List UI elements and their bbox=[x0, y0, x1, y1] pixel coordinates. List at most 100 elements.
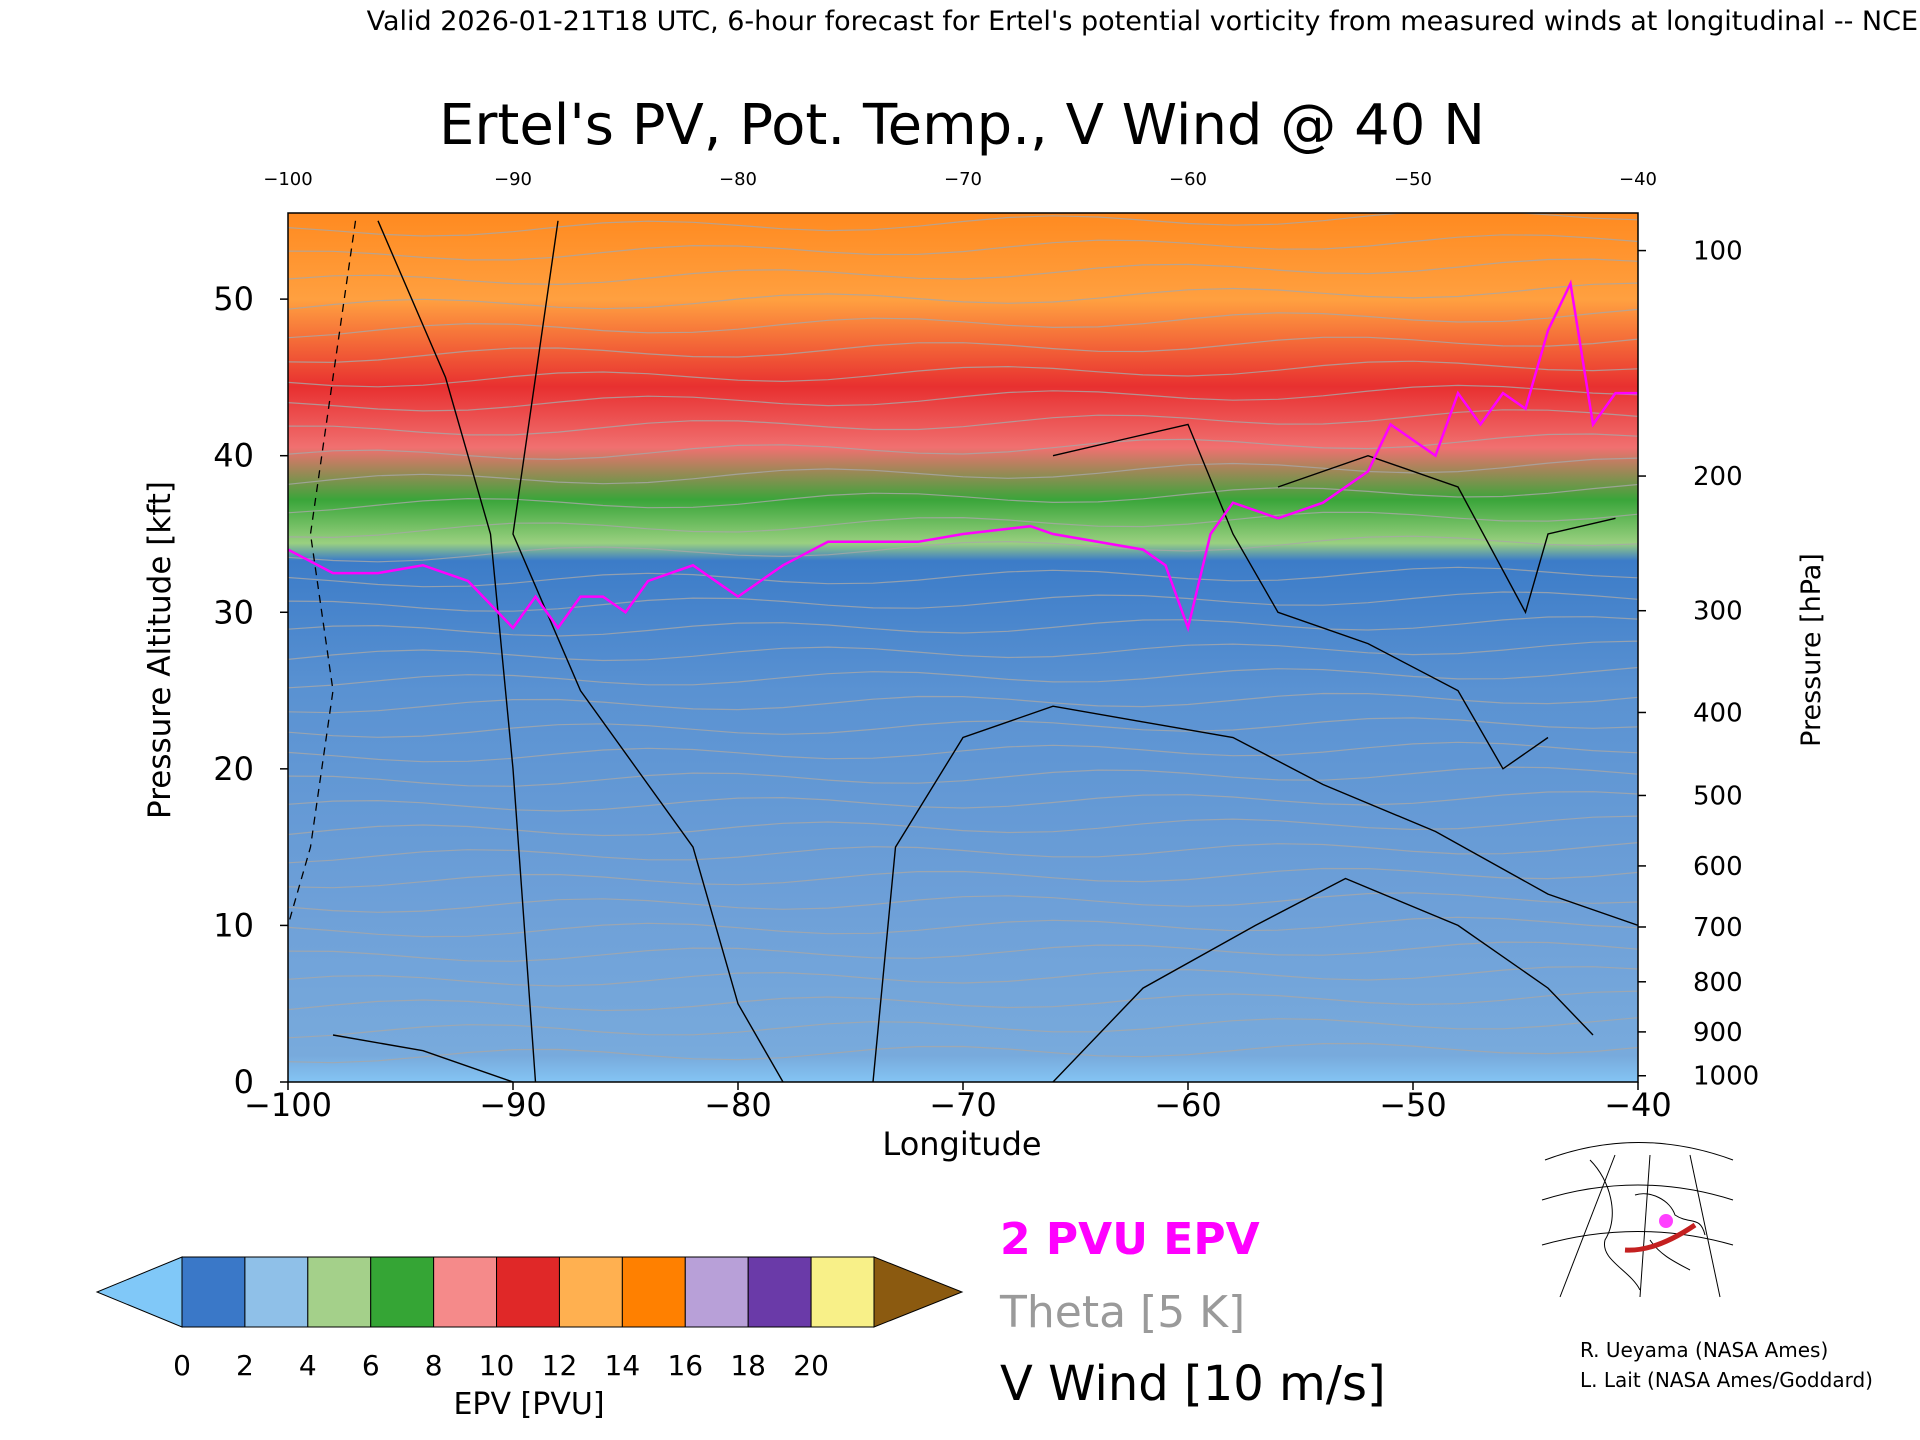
y2-axis-label: Pressure [hPa] bbox=[1796, 553, 1827, 747]
y-tick-label: 0 bbox=[234, 1063, 254, 1101]
legend: 2 PVU EPV Theta [5 K] V Wind [10 m/s] bbox=[999, 1214, 1386, 1412]
x-top-tick-label: −50 bbox=[1394, 169, 1432, 190]
x-axis-bottom: −100 −90 −80 −70 −60 −50 −40 bbox=[244, 1082, 1672, 1124]
vwind-contour-negative bbox=[288, 220, 357, 926]
theta-contour bbox=[288, 336, 1638, 364]
pressure-tick-label: 600 bbox=[1693, 852, 1743, 882]
credit-line-2: L. Lait (NASA Ames/Goddard) bbox=[1580, 1368, 1873, 1392]
colorbar-swatch bbox=[307, 1256, 372, 1328]
colorbar-over-arrow bbox=[873, 1256, 964, 1328]
theta-contour bbox=[288, 640, 1638, 662]
legend-entry: Theta [5 K] bbox=[999, 1287, 1245, 1338]
colorbar-swatch bbox=[370, 1256, 435, 1328]
pressure-tick-label: 800 bbox=[1693, 968, 1743, 998]
colorbar-swatch bbox=[747, 1256, 812, 1328]
theta-contour bbox=[288, 666, 1638, 689]
colorbar: 0 2 4 6 8 10 12 14 16 18 20 bbox=[95, 1256, 964, 1382]
theta-contour bbox=[288, 535, 1638, 563]
theta-contours bbox=[288, 213, 1638, 1064]
vwind-contour bbox=[872, 705, 1638, 1082]
pressure-tick-label: 500 bbox=[1693, 781, 1743, 811]
epv-field bbox=[288, 213, 1638, 1082]
vwind-contour bbox=[377, 220, 537, 1082]
y-tick-label: 30 bbox=[213, 593, 254, 631]
colorbar-swatch bbox=[181, 1256, 246, 1328]
colorbar-swatch bbox=[558, 1256, 623, 1328]
theta-contour bbox=[288, 360, 1638, 388]
theta-contour bbox=[288, 941, 1638, 962]
vwind-contours bbox=[288, 220, 1638, 1082]
colorbar-swatch bbox=[496, 1256, 560, 1328]
pressure-tick-label: 700 bbox=[1693, 913, 1743, 943]
theta-contour bbox=[288, 258, 1638, 286]
colorbar-swatch bbox=[621, 1256, 686, 1328]
colorbar-tick-label: 6 bbox=[362, 1349, 380, 1382]
x-top-tick-label: −80 bbox=[719, 169, 757, 190]
theta-contour bbox=[288, 409, 1638, 436]
theta-contour bbox=[288, 892, 1638, 913]
chart-title: Ertel's PV, Pot. Temp., V Wind @ 40 N bbox=[439, 93, 1485, 158]
legend-entry: V Wind [10 m/s] bbox=[1000, 1356, 1386, 1412]
colorbar-tick-label: 16 bbox=[667, 1349, 703, 1382]
x-top-tick-label: −40 bbox=[1619, 169, 1657, 190]
x-top-tick-label: −90 bbox=[494, 169, 532, 190]
theta-contour bbox=[288, 566, 1638, 588]
vwind-contour bbox=[1052, 877, 1594, 1082]
pressure-tick-label: 400 bbox=[1693, 698, 1743, 728]
theta-contour bbox=[288, 511, 1638, 539]
theta-contour bbox=[288, 1042, 1638, 1064]
colorbar-tick-label: 4 bbox=[299, 1349, 317, 1382]
theta-contour bbox=[288, 791, 1638, 812]
vwind-contour bbox=[1052, 423, 1549, 770]
theta-contour bbox=[288, 692, 1638, 714]
x-top-tick-label: −60 bbox=[1169, 169, 1207, 190]
x-top-tick-label: −100 bbox=[263, 169, 312, 190]
y-tick-label: 50 bbox=[213, 280, 254, 318]
theta-contour bbox=[288, 213, 1638, 237]
colorbar-tick-label: 10 bbox=[479, 1349, 515, 1382]
colorbar-under-arrow bbox=[95, 1256, 183, 1328]
colorbar-tick-label: 8 bbox=[425, 1349, 443, 1382]
y-axis-label: Pressure Altitude [kft] bbox=[142, 481, 178, 819]
vwind-contour bbox=[1277, 454, 1616, 615]
pressure-tick-label: 200 bbox=[1693, 462, 1743, 492]
theta-contour bbox=[288, 457, 1638, 485]
theta-contour bbox=[288, 234, 1638, 261]
x-top-tick-label: −70 bbox=[944, 169, 982, 190]
y-tick-label: 40 bbox=[213, 437, 254, 475]
pressure-tick-label: 1000 bbox=[1693, 1062, 1759, 1092]
credit-line-1: R. Ueyama (NASA Ames) bbox=[1580, 1338, 1828, 1362]
section-line bbox=[1624, 1222, 1697, 1253]
vwind-contour bbox=[512, 220, 784, 1082]
x-axis-top: −100 −90 −80 −70 −60 −50 −40 bbox=[263, 169, 1657, 190]
y-tick-label: 10 bbox=[213, 906, 254, 944]
theta-contour bbox=[288, 483, 1638, 514]
y-axis-left: 0 10 20 30 40 50 bbox=[213, 280, 288, 1101]
colorbar-tick-label: 0 bbox=[173, 1349, 191, 1382]
x-tick-label: −60 bbox=[1154, 1086, 1222, 1124]
theta-contour bbox=[288, 308, 1638, 339]
theta-contour bbox=[288, 766, 1638, 787]
colorbar-tick-label: 14 bbox=[605, 1349, 641, 1382]
x-tick-label: −50 bbox=[1379, 1086, 1447, 1124]
colorbar-swatch bbox=[244, 1256, 309, 1328]
colorbar-tick-label: 20 bbox=[793, 1349, 829, 1382]
theta-contour bbox=[288, 591, 1638, 612]
x-tick-label: −80 bbox=[704, 1086, 772, 1124]
theta-contour bbox=[288, 384, 1638, 412]
theta-contour bbox=[288, 741, 1638, 763]
y-axis-right: 100 200 300 400 500 600 700 800 900 1000 bbox=[1638, 237, 1759, 1092]
theta-contour bbox=[288, 282, 1638, 310]
x-tick-label: −90 bbox=[479, 1086, 547, 1124]
theta-contour bbox=[288, 842, 1638, 864]
pressure-tick-label: 900 bbox=[1693, 1018, 1743, 1048]
x-tick-label: −70 bbox=[929, 1086, 997, 1124]
theta-contour bbox=[288, 616, 1638, 637]
theta-contour bbox=[288, 717, 1638, 738]
inset-map bbox=[1540, 1142, 1735, 1299]
pressure-tick-label: 300 bbox=[1693, 597, 1743, 627]
colorbar-tick-label: 2 bbox=[236, 1349, 254, 1382]
theta-contour bbox=[288, 867, 1638, 889]
theta-contour bbox=[288, 1017, 1638, 1039]
